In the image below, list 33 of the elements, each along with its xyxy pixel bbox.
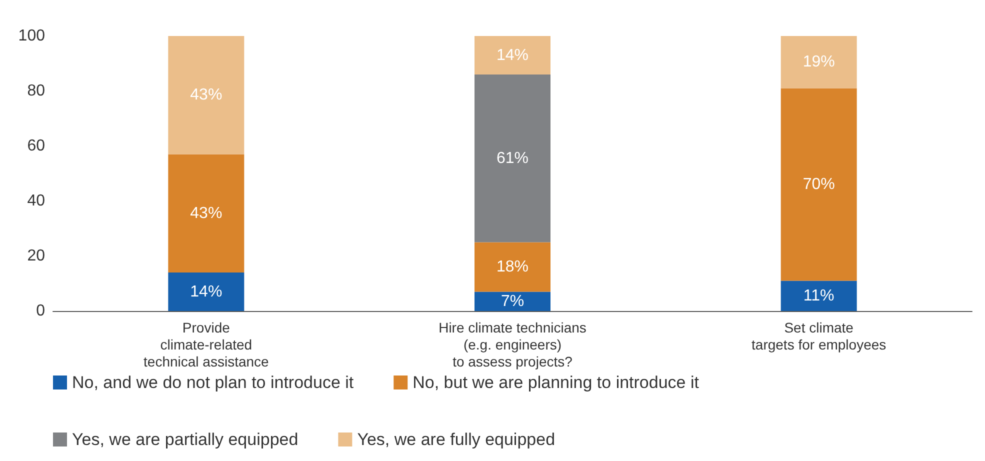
legend-label: Yes, we are partially equipped: [72, 430, 298, 449]
bar: [168, 272, 244, 311]
y-tick-label: 40: [27, 192, 46, 210]
data-label: 7%: [500, 292, 524, 310]
y-tick-label: 100: [18, 28, 46, 44]
bar: [474, 36, 550, 74]
y-tick-label: 20: [27, 248, 46, 264]
bar: [168, 154, 244, 272]
bar: [474, 242, 550, 292]
bar: [780, 36, 857, 88]
data-label: 70%: [802, 176, 835, 193]
bar: [780, 88, 857, 281]
x-tick-label: Hire climate technicians (e.g. engineers) to assess projects?: [438, 320, 586, 370]
x-tick-label: Provide climate-related technical assistance: [144, 320, 270, 370]
y-tick-label: 0: [36, 302, 46, 320]
data-label: 14%: [496, 46, 529, 64]
bar: [168, 36, 244, 154]
y-tick-label: 80: [27, 82, 46, 100]
bar: [780, 280, 857, 311]
data-label: 18%: [496, 258, 529, 276]
data-label: 43%: [190, 204, 222, 222]
data-label: 19%: [802, 54, 835, 71]
data-label: 43%: [190, 86, 222, 104]
data-label: 11%: [803, 287, 834, 304]
x-tick-label: Set climate targets for employees: [752, 320, 886, 352]
legend-label: No, and we do not plan to introduce it: [72, 373, 354, 392]
bar: [474, 292, 550, 311]
bar: [474, 74, 550, 242]
y-tick-label: 60: [27, 138, 46, 154]
data-label: 14%: [190, 283, 222, 300]
data-label: 61%: [496, 150, 529, 167]
legend-label: Yes, we are fully equipped: [357, 430, 556, 449]
legend-label: No, but we are planning to introduce it: [412, 373, 700, 392]
